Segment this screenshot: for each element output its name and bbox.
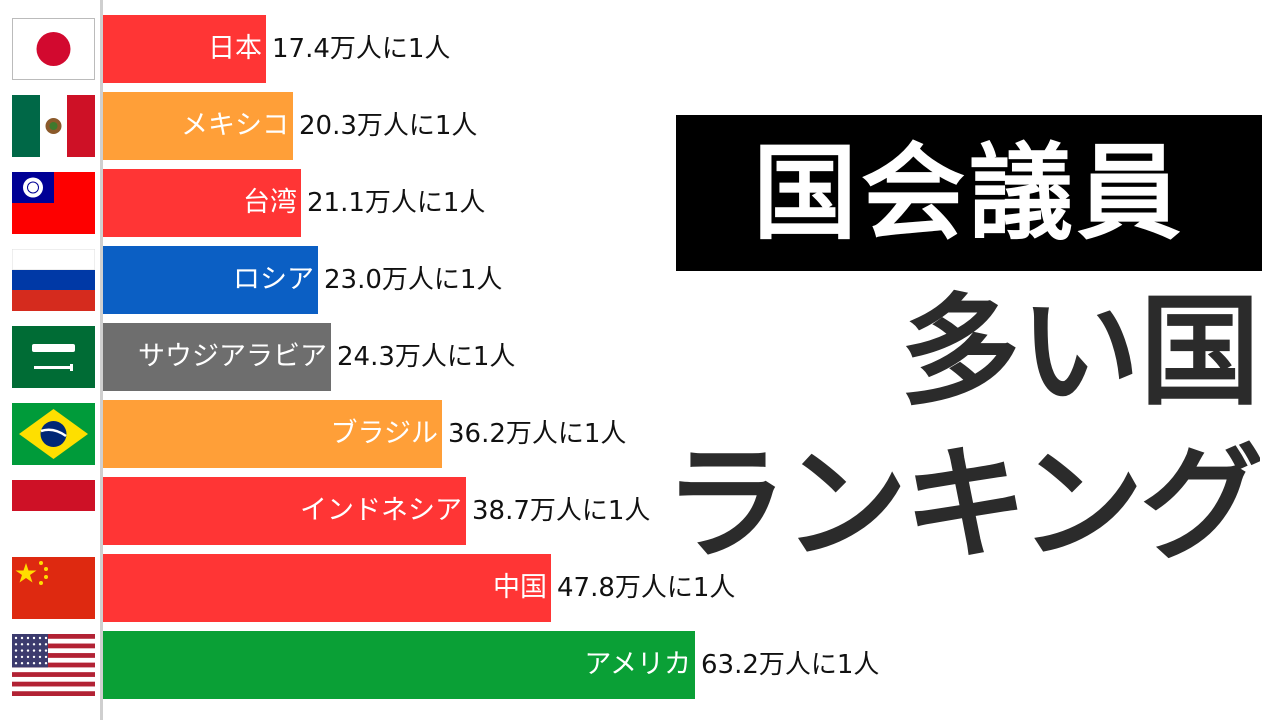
bar-category-label: サウジアラビア	[138, 341, 327, 372]
bar-value-label: 17.4万人に1人	[272, 34, 451, 64]
bar-value-label: 24.3万人に1人	[337, 342, 516, 372]
bar: インドネシア	[103, 477, 466, 545]
bar-category-label: ブラジル	[330, 418, 438, 449]
bar-category-label: 日本	[208, 33, 262, 64]
title-line2: 多い国	[900, 283, 1260, 422]
bar-value-label: 23.0万人に1人	[324, 265, 503, 295]
bar-value-label: 36.2万人に1人	[448, 419, 627, 449]
bar: 台湾	[103, 169, 301, 237]
bar-value-label: 21.1万人に1人	[307, 188, 486, 218]
bar-category-label: アメリカ	[584, 649, 691, 680]
bar: ブラジル	[103, 400, 442, 468]
bar: 日本	[103, 15, 266, 83]
bar-category-label: 台湾	[243, 187, 297, 218]
bar: アメリカ	[103, 631, 695, 699]
mexico-flag-icon	[12, 95, 95, 157]
indonesia-flag-icon	[12, 480, 95, 542]
bar: ロシア	[103, 246, 318, 314]
bar-value-label: 63.2万人に1人	[701, 650, 880, 680]
saudi-arabia-flag-icon	[12, 326, 95, 388]
china-flag-icon	[12, 557, 95, 619]
bar-category-label: メキシコ	[181, 110, 289, 141]
taiwan-flag-icon	[12, 172, 95, 234]
bar: 中国	[103, 554, 551, 622]
bar-category-label: ロシア	[233, 264, 314, 295]
bar: メキシコ	[103, 92, 293, 160]
bar-value-label: 47.8万人に1人	[557, 573, 736, 603]
title-line1: 国会議員	[676, 115, 1262, 271]
japan-flag-icon	[12, 18, 95, 80]
bar-category-label: 中国	[493, 572, 547, 603]
usa-flag-icon	[12, 634, 95, 696]
axis-line	[100, 0, 103, 720]
bar-value-label: 38.7万人に1人	[472, 496, 651, 526]
bar-value-label: 20.3万人に1人	[299, 111, 478, 141]
bar-category-label: インドネシア	[300, 495, 462, 526]
title-line3: ランキング	[663, 433, 1260, 577]
russia-flag-icon	[12, 249, 95, 311]
brazil-flag-icon	[12, 403, 95, 465]
bar: サウジアラビア	[103, 323, 331, 391]
